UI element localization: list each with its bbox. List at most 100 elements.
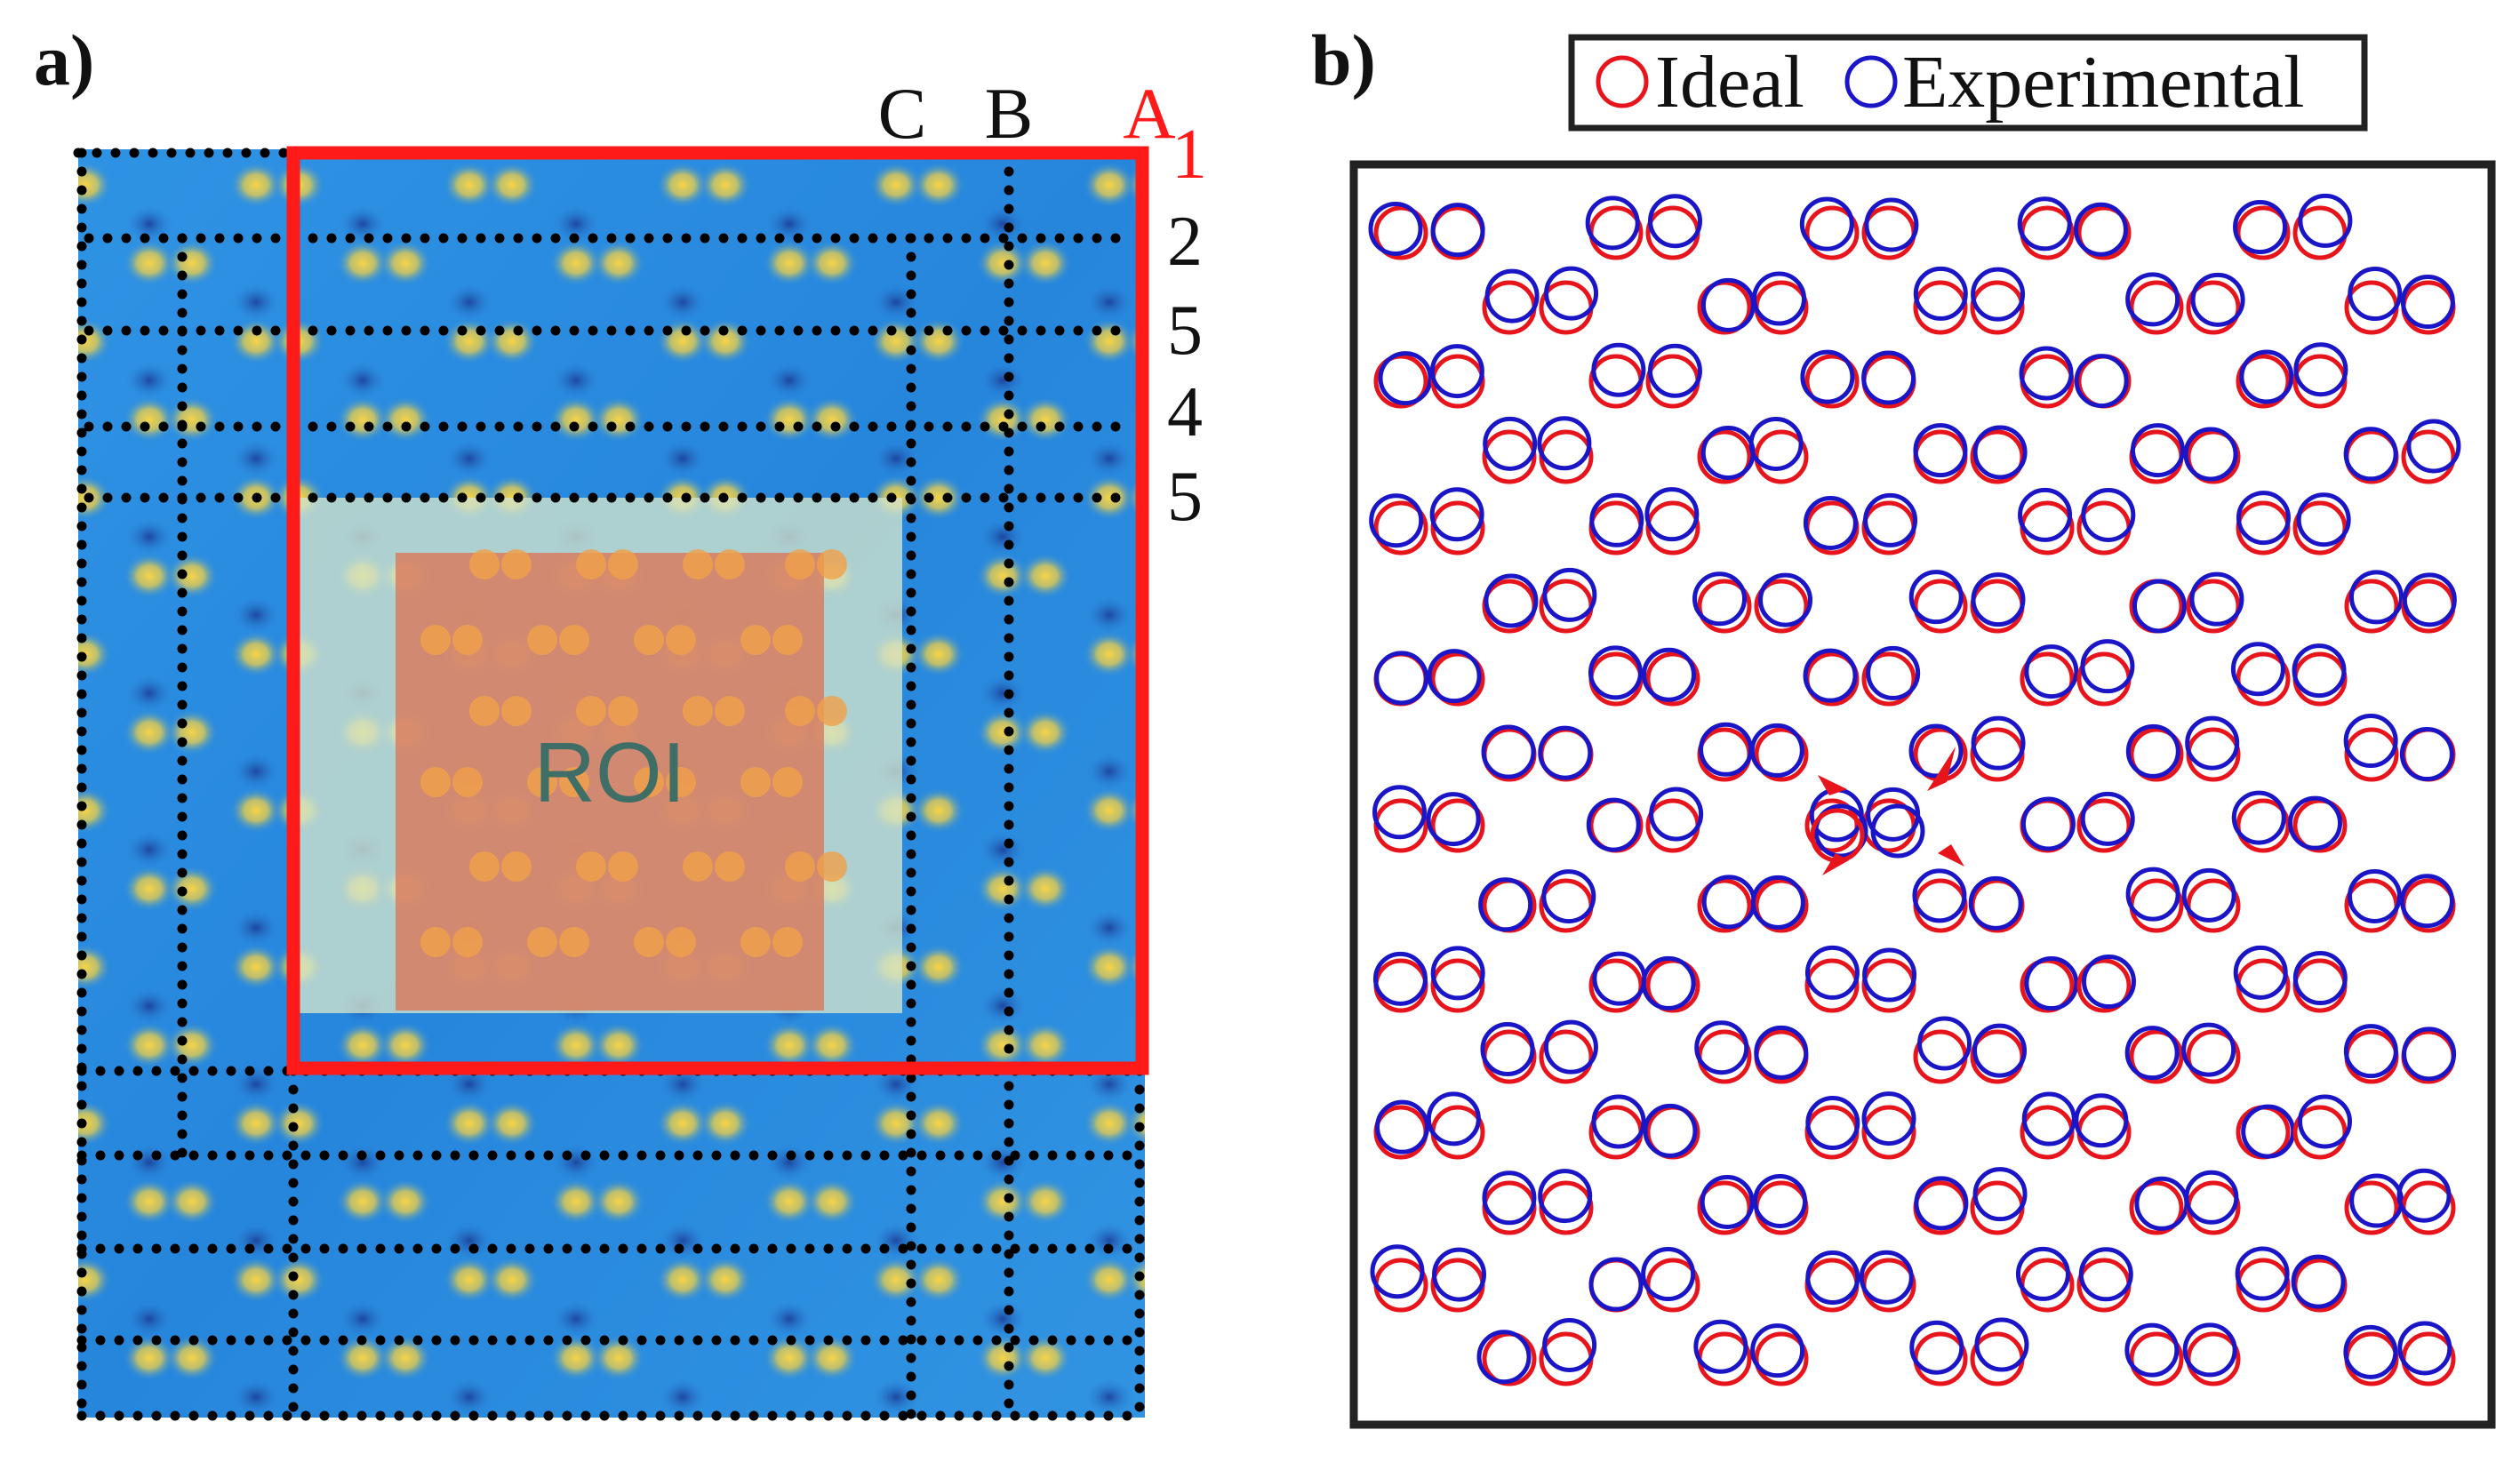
roi-atom-columns (420, 549, 847, 957)
intensity-blob (1125, 1100, 1145, 1146)
ideal-position-marker (2186, 280, 2241, 335)
roi-atom-column (527, 767, 557, 797)
intensity-blob (763, 396, 816, 443)
roi-atom-column (576, 549, 606, 579)
intensity-blob (1125, 944, 1145, 990)
intensity-blob (1125, 162, 1145, 208)
intensity-blob (78, 631, 112, 677)
experimental-position-marker (1864, 197, 1919, 252)
experimental-position-marker (2015, 1246, 2070, 1301)
roi-label: ROI (534, 725, 686, 820)
intensity-blob (699, 1100, 752, 1146)
intensity-blob (549, 1335, 603, 1381)
intensity-minimum (338, 1456, 388, 1462)
experimental-position-marker (1917, 1016, 1972, 1071)
intensity-minimum (444, 1221, 494, 1260)
intensity-blob (78, 787, 112, 834)
intensity-blob (1083, 944, 1136, 990)
experimental-position-marker (1804, 945, 1860, 1000)
experimental-position-marker (1647, 343, 1702, 398)
experimental-position-marker (1368, 201, 1423, 256)
intensity-blob (656, 1100, 709, 1146)
intensity-minimum (231, 595, 281, 635)
legend-ideal-label: Ideal (1655, 41, 1804, 124)
experimental-position-marker (2399, 727, 2454, 782)
intensity-blob (229, 1257, 283, 1303)
roi-atom-column (420, 625, 451, 655)
experimental-position-marker (1758, 572, 1813, 627)
ideal-position-marker (2129, 280, 2184, 335)
experimental-position-marker (1750, 875, 1805, 930)
intensity-minimum (551, 361, 601, 400)
intensity-blob (272, 1100, 325, 1146)
roi-atom-column (501, 851, 532, 882)
experimental-position-marker (1748, 416, 1804, 471)
ideal-position-marker (1913, 579, 1968, 634)
experimental-position-marker (2343, 714, 2398, 769)
intensity-blob (283, 1413, 315, 1418)
ideal-position-marker (1588, 958, 1644, 1013)
intensity-blob (16, 944, 69, 990)
intensity-blob (78, 162, 112, 208)
intensity-minimum (124, 1143, 174, 1182)
intensity-blob (667, 1413, 699, 1418)
intensity-blob (1083, 1257, 1136, 1303)
ideal-position-marker (1697, 579, 1752, 634)
experimental-position-marker (1372, 951, 1428, 1006)
intensity-blob (912, 1100, 965, 1146)
roi-atom-column (817, 696, 847, 726)
intensity-blob (336, 1335, 389, 1381)
experimental-position-marker (2017, 196, 2072, 252)
experimental-position-marker (1971, 572, 2026, 627)
ideal-position-marker (1430, 500, 1485, 555)
roi-atom-column (740, 927, 771, 957)
experimental-position-marker (1749, 723, 1804, 778)
experimental-position-marker (1648, 194, 1703, 249)
ideal-position-marker (1754, 727, 1809, 782)
intensity-blob (78, 475, 112, 521)
experimental-position-marker (1971, 715, 2026, 771)
experimental-position-marker (2230, 642, 2285, 697)
intensity-blob (1019, 1022, 1072, 1068)
ideal-position-marker (2186, 579, 2241, 634)
roi-atom-column (576, 851, 606, 882)
experimental-position-marker (2397, 1321, 2452, 1376)
experimental-position-marker (2074, 354, 2129, 409)
intensity-blob (976, 1178, 1029, 1225)
experimental-position-marker (2125, 272, 2180, 327)
intensity-blob (592, 240, 645, 286)
intensity-blob (1125, 631, 1145, 677)
ideal-position-marker (1804, 354, 1860, 409)
intensity-blob (123, 866, 176, 912)
intensity-minimum (764, 1456, 814, 1462)
experimental-position-marker (2130, 423, 2185, 478)
region-label-a: A (1123, 73, 1175, 154)
experimental-position-marker (2293, 342, 2348, 397)
roi-atom-column (452, 927, 483, 957)
roi-atom-column (817, 549, 847, 579)
experimental-position-marker (2399, 874, 2454, 929)
roi-atom-column (634, 767, 664, 797)
intensity-blob (763, 1022, 816, 1068)
experimental-position-marker (2021, 1091, 2076, 1146)
intensity-blob (549, 1022, 603, 1068)
intensity-minimum (764, 1299, 814, 1338)
roi-atom-column (608, 696, 638, 726)
experimental-position-marker (2402, 572, 2457, 627)
experimental-position-marker (2078, 1247, 2133, 1302)
experimental-position-marker (2020, 796, 2076, 851)
intensity-minimum (231, 1378, 281, 1417)
intensity-blob (763, 240, 816, 286)
experimental-position-marker (1641, 1247, 1696, 1302)
intensity-blob (165, 1335, 219, 1381)
intensity-minimum (978, 204, 1028, 244)
intensity-minimum (978, 1299, 1028, 1338)
experimental-position-marker (2296, 492, 2351, 547)
ideal-position-marker (1373, 500, 1428, 555)
intensity-blob (16, 1100, 69, 1146)
experimental-position-marker (2184, 1170, 2239, 1225)
experimental-position-marker (1588, 645, 1643, 700)
intensity-blob (443, 1100, 496, 1146)
intensity-blob (78, 944, 112, 990)
roi-atom-column (527, 625, 557, 655)
